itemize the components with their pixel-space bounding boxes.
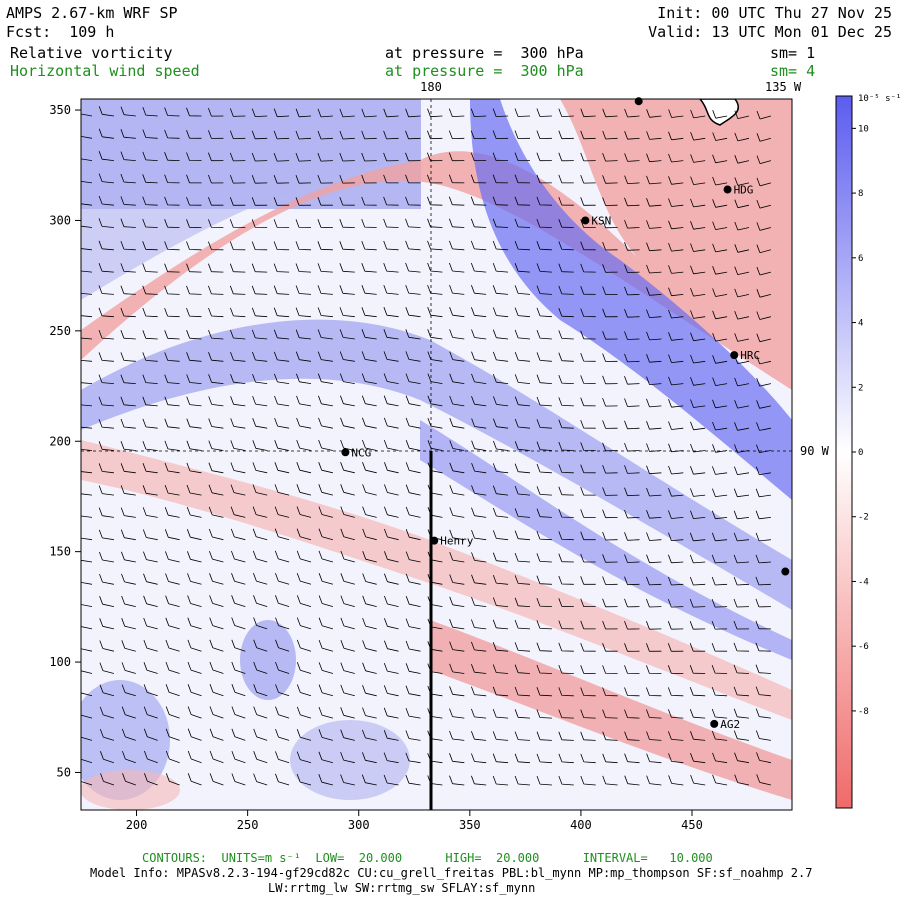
model-info: Model Info: MPASv8.2.3-194-gf29cd82c CU:… <box>90 866 813 880</box>
station-marker <box>781 567 790 576</box>
model-info-physics: LW:rrtmg_lw SW:rrtmg_sw SFLAY:sf_mynn <box>268 881 536 895</box>
y-tick-label: 350 <box>49 103 71 117</box>
colorbar-tick-label: 4 <box>858 319 863 329</box>
y-axis: 350 300 250 200 150 100 50 <box>49 103 81 779</box>
y-tick-label: 150 <box>49 545 71 559</box>
colorbar-tick-label: 6 <box>858 254 863 264</box>
station-marker <box>730 351 739 360</box>
wind-barbs <box>81 106 772 786</box>
forecast-hour: Fcst: 109 h <box>6 23 115 41</box>
x-tick-label: 350 <box>459 818 481 832</box>
init-time: Init: 00 UTC Thu 27 Nov 25 <box>657 4 892 22</box>
station-marker <box>430 536 439 545</box>
colorbar-tick-label: -2 <box>858 513 869 523</box>
station-marker <box>341 448 350 457</box>
field2-smoothing: sm= 4 <box>770 62 816 80</box>
plot-frame <box>80 98 793 811</box>
y-tick-label: 50 <box>57 765 71 779</box>
station-label: HDG <box>734 184 754 197</box>
x-tick-label: 400 <box>570 818 592 832</box>
station-marker <box>723 185 732 194</box>
colorbar-tick-label: -6 <box>858 642 869 652</box>
station-label: Henry <box>440 535 473 548</box>
field2-name: Horizontal wind speed <box>10 62 200 80</box>
colorbar-tick-label: 0 <box>858 448 863 458</box>
colorbar-tick-label: 10 <box>858 124 869 134</box>
station-label: KSN <box>591 214 611 227</box>
model-title: AMPS 2.67-km WRF SP <box>6 4 178 22</box>
x-tick-label: 450 <box>681 818 703 832</box>
x-tick-label: 300 <box>348 818 370 832</box>
field1-name: Relative vorticity <box>10 44 173 62</box>
meridian-label-90w: 90 W <box>800 444 830 458</box>
vorticity-field <box>81 99 792 810</box>
colorbar-tick-label: 8 <box>858 189 863 199</box>
y-tick-label: 300 <box>49 213 71 227</box>
x-tick-label: 200 <box>126 818 148 832</box>
colorbar-tick-label: -4 <box>858 577 869 587</box>
colorbar-units: 10⁻⁵ s⁻¹ <box>858 94 900 104</box>
stations: KSN HDG HRC NCG Henry AG2 <box>341 97 790 731</box>
colorbar <box>835 95 853 809</box>
station-label: HRC <box>740 349 760 362</box>
x-tick-label: 250 <box>237 818 259 832</box>
station-label: AG2 <box>720 718 740 731</box>
meridian-label-180: 180 <box>420 80 442 94</box>
colorbar-tick-label: 2 <box>858 383 863 393</box>
y-tick-label: 200 <box>49 434 71 448</box>
colorbar-tick-label: -8 <box>858 707 869 717</box>
station-marker <box>710 719 719 728</box>
x-axis: 200 250 300 350 400 450 <box>126 810 703 832</box>
field2-level: at pressure = 300 hPa <box>385 62 584 80</box>
station-marker <box>581 216 590 225</box>
station-marker <box>634 97 643 106</box>
y-tick-label: 250 <box>49 324 71 338</box>
meridian-label-135w: 135 W <box>765 80 802 94</box>
y-tick-label: 100 <box>49 655 71 669</box>
contour-info: CONTOURS: UNITS=m s⁻¹ LOW= 20.000 HIGH= … <box>142 851 713 865</box>
valid-time: Valid: 13 UTC Mon 01 Dec 25 <box>648 23 892 41</box>
field1-smoothing: sm= 1 <box>770 44 816 62</box>
colorbar-ticks: 10 8 6 4 2 0 -2 -4 -6 -8 <box>852 124 869 717</box>
station-label: NCG <box>351 446 371 459</box>
wind-barb-set <box>81 106 772 786</box>
field1-level: at pressure = 300 hPa <box>385 44 584 62</box>
